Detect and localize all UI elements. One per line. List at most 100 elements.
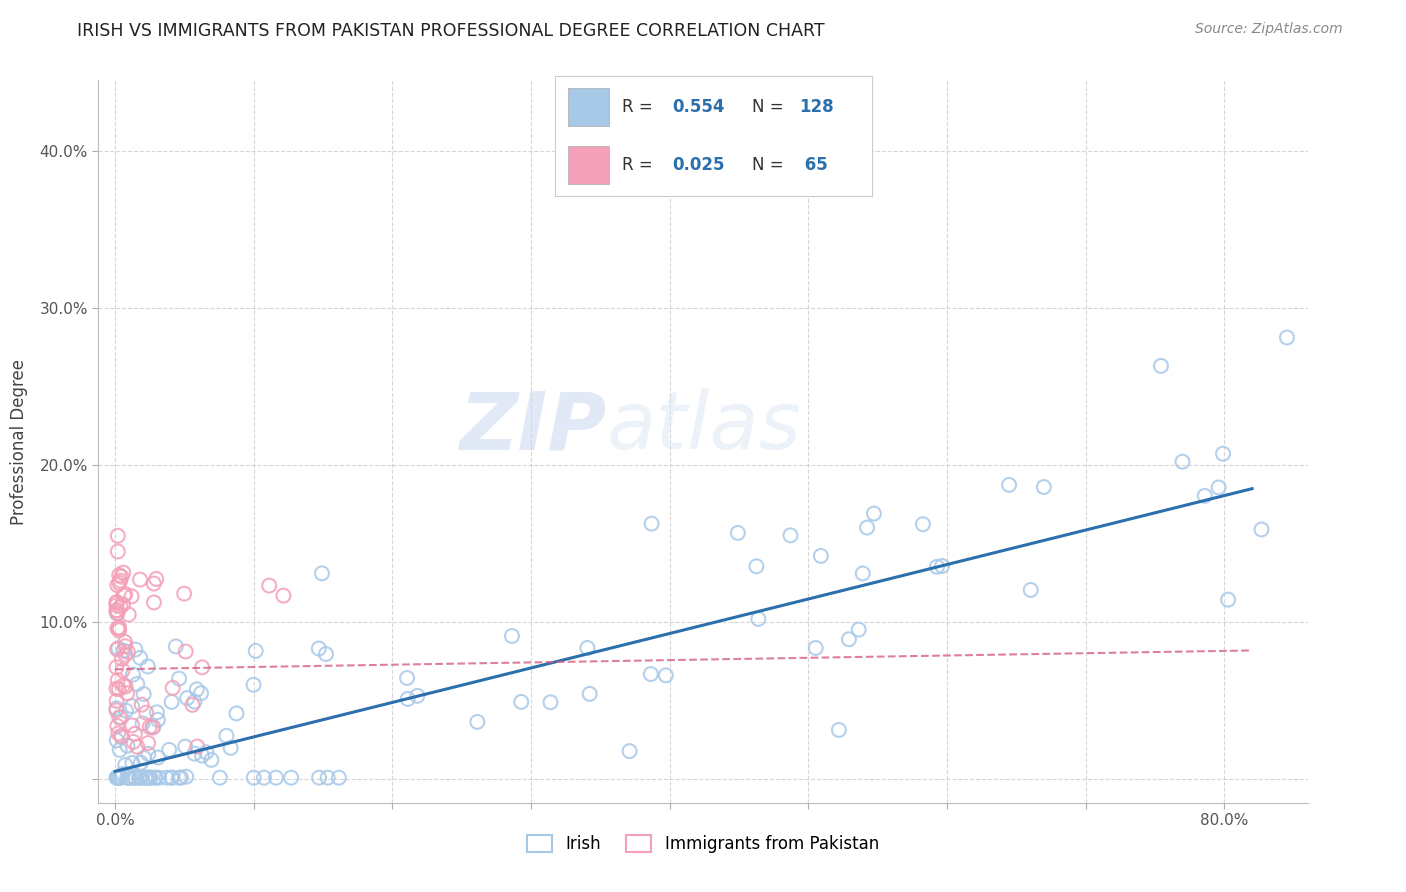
- Point: [1250, 523, 1272, 537]
- Point: [186, 682, 208, 697]
- Point: [406, 689, 429, 703]
- Point: [117, 645, 139, 659]
- Point: [108, 568, 131, 582]
- Point: [105, 701, 128, 715]
- Point: [174, 739, 197, 754]
- Point: [136, 771, 159, 785]
- Point: [856, 520, 879, 534]
- Point: [114, 639, 136, 653]
- Point: [115, 704, 138, 718]
- Point: [142, 576, 165, 591]
- Point: [174, 770, 197, 784]
- Point: [727, 525, 749, 540]
- Text: N =: N =: [752, 156, 789, 174]
- Point: [245, 644, 267, 658]
- Point: [173, 587, 195, 601]
- Point: [148, 771, 170, 785]
- Point: [138, 720, 160, 734]
- Point: [105, 694, 128, 708]
- Point: [105, 771, 128, 785]
- Point: [139, 771, 162, 785]
- Point: [157, 743, 180, 757]
- Point: [107, 771, 129, 785]
- Point: [121, 718, 143, 732]
- Point: [308, 641, 330, 656]
- Point: [838, 632, 860, 647]
- Point: [191, 660, 214, 674]
- Point: [105, 578, 128, 592]
- Point: [105, 642, 128, 657]
- Point: [578, 687, 600, 701]
- Point: [1019, 582, 1042, 597]
- Point: [848, 623, 870, 637]
- Point: [129, 771, 152, 785]
- Point: [747, 612, 769, 626]
- Point: [120, 771, 142, 785]
- Point: [105, 660, 128, 674]
- Text: N =: N =: [752, 98, 789, 116]
- Point: [328, 771, 350, 785]
- Point: [174, 644, 197, 658]
- Point: [105, 771, 128, 785]
- Point: [810, 549, 832, 563]
- Point: [118, 771, 141, 785]
- Point: [105, 681, 128, 696]
- Point: [142, 595, 165, 609]
- Text: 0.554: 0.554: [672, 98, 725, 116]
- Point: [619, 744, 641, 758]
- Text: 128: 128: [799, 98, 834, 116]
- Point: [146, 713, 169, 727]
- Point: [162, 681, 184, 695]
- Point: [121, 756, 143, 770]
- Text: R =: R =: [621, 98, 658, 116]
- Point: [108, 743, 131, 757]
- Point: [540, 695, 562, 709]
- Point: [852, 566, 875, 581]
- Point: [132, 687, 155, 701]
- Point: [131, 716, 153, 731]
- Point: [134, 771, 156, 785]
- Bar: [568, 87, 609, 127]
- Point: [115, 686, 138, 700]
- Point: [108, 682, 131, 697]
- Point: [129, 650, 152, 665]
- Point: [121, 699, 143, 714]
- Point: [396, 692, 419, 706]
- Point: [105, 603, 128, 617]
- Point: [167, 672, 190, 686]
- Point: [114, 680, 136, 694]
- Point: [1150, 359, 1173, 373]
- Point: [165, 640, 187, 654]
- Point: [146, 750, 169, 764]
- Point: [315, 647, 337, 661]
- Point: [186, 739, 208, 754]
- Text: IRISH VS IMMIGRANTS FROM PAKISTAN PROFESSIONAL DEGREE CORRELATION CHART: IRISH VS IMMIGRANTS FROM PAKISTAN PROFES…: [77, 22, 825, 40]
- Point: [105, 603, 128, 617]
- Point: [1212, 447, 1234, 461]
- Point: [160, 771, 183, 785]
- Point: [124, 771, 146, 785]
- Point: [911, 517, 934, 532]
- Point: [110, 771, 132, 785]
- Point: [779, 528, 801, 542]
- Point: [316, 771, 339, 785]
- Point: [128, 771, 150, 785]
- Point: [105, 703, 128, 717]
- Point: [142, 720, 165, 734]
- Point: [124, 771, 146, 785]
- Point: [745, 559, 768, 574]
- Point: [225, 706, 247, 721]
- Point: [136, 736, 159, 750]
- Point: [576, 640, 599, 655]
- Point: [107, 544, 129, 558]
- Text: atlas: atlas: [606, 388, 801, 467]
- Point: [114, 635, 136, 649]
- Point: [183, 747, 205, 761]
- Text: R =: R =: [621, 156, 658, 174]
- Point: [112, 598, 135, 612]
- Point: [138, 771, 160, 785]
- Point: [117, 771, 139, 785]
- Point: [170, 771, 193, 785]
- Point: [160, 771, 183, 785]
- Point: [1275, 330, 1298, 344]
